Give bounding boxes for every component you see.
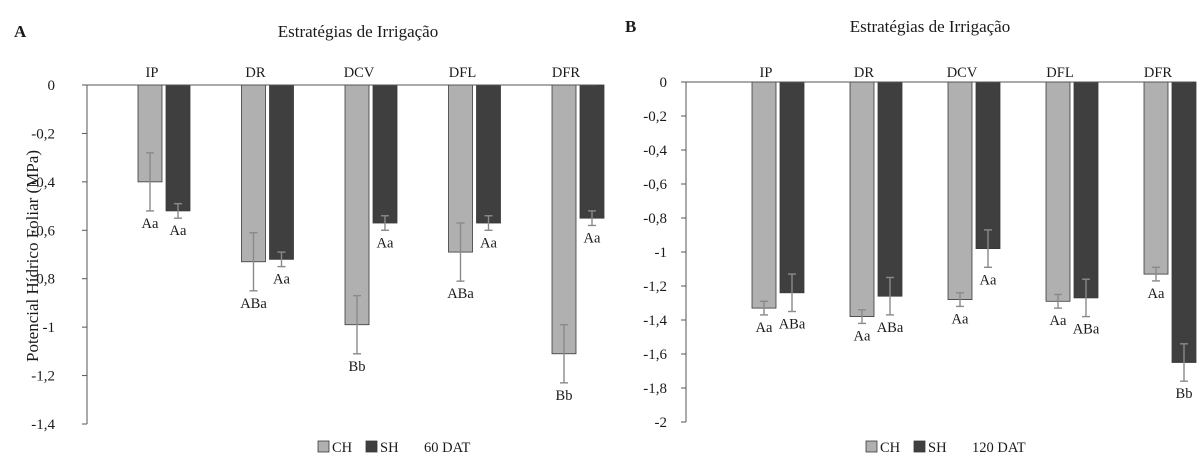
- panel-a-significance-label: Aa: [273, 272, 290, 288]
- panel-a-significance-label: Bb: [349, 359, 366, 375]
- panel-b-significance-label: Aa: [854, 328, 871, 344]
- panel-b-ytick-label: -1,2: [643, 279, 667, 295]
- panel-b-ytick-label: -0,6: [643, 177, 667, 193]
- panel-a-significance-label: Bb: [556, 388, 573, 404]
- panel-a-category-label: DFL: [449, 65, 476, 81]
- panel-b-bar-ch: [751, 81, 777, 309]
- panel-b-bar-ch: [947, 81, 973, 301]
- panel-b-label: B: [625, 17, 636, 36]
- panel-a-significance-label: Aa: [377, 235, 394, 251]
- panel-a-category-label: DCV: [344, 65, 375, 81]
- panel-a-bar-ch: [551, 84, 577, 355]
- panel-b-ytick-label: -1,4: [643, 313, 667, 329]
- panel-b-bar-sh: [975, 81, 1001, 250]
- panel-b-category-label: IP: [760, 65, 773, 81]
- panel-b-legend-label-sh: SH: [928, 440, 947, 456]
- panel-b-significance-label: Aa: [980, 272, 997, 288]
- panel-b-ytick-label: -0,2: [643, 109, 667, 125]
- panel-b-significance-label: ABa: [779, 317, 806, 333]
- panel-a-significance-label: ABa: [447, 286, 474, 302]
- panel-b-bar-ch: [1045, 81, 1071, 302]
- panel-b-ytick-label: -1,8: [643, 381, 667, 397]
- panel-a-ytick-label: -1,2: [31, 369, 55, 385]
- panel-b-legend-swatch-sh: [913, 440, 926, 453]
- panel-b-category-label: DFL: [1046, 65, 1073, 81]
- panel-b-bar-sh: [877, 81, 903, 297]
- panel-b-category-label: DFR: [1144, 65, 1173, 81]
- panel-a-legend-swatch-sh: [365, 440, 378, 453]
- panel-b-significance-label: Aa: [952, 311, 969, 327]
- panel-a-category-label: DFR: [552, 65, 581, 81]
- panel-a-bar-sh: [476, 84, 501, 224]
- panel-b-bar-ch: [849, 81, 875, 318]
- panel-a-category-label: IP: [146, 65, 159, 81]
- panel-a-category-label: DR: [245, 65, 265, 81]
- panel-b-significance-label: Aa: [756, 320, 773, 336]
- panel-a-ytick-label: -0,6: [31, 223, 55, 239]
- panel-a-ytick-label: -0,8: [31, 272, 55, 288]
- panel-a-legend-label-ch: CH: [332, 440, 353, 456]
- panel-a-significance-label: Aa: [142, 216, 159, 232]
- panel-b-significance-label: Aa: [1050, 313, 1067, 329]
- panel-b-title: Estratégias de Irrigação: [850, 17, 1010, 36]
- panel-a-significance-label: Aa: [480, 235, 497, 251]
- panel-a-legend-swatch-ch: [317, 440, 330, 453]
- panel-b-category-label: DR: [854, 65, 874, 81]
- panel-b-legend-label-ch: CH: [880, 440, 901, 456]
- panel-b-legend-note: 120 DAT: [972, 440, 1026, 456]
- panel-a-significance-label: ABa: [240, 296, 267, 312]
- panel-a-ytick-label: -0,4: [31, 175, 55, 191]
- panel-a-bar-sh: [165, 84, 191, 212]
- panel-b-significance-label: Bb: [1176, 386, 1193, 402]
- panel-a-ytick-label: -1,4: [31, 417, 55, 433]
- panel-a-legend-note: 60 DAT: [424, 440, 470, 456]
- panel-b-bar-ch: [1143, 81, 1169, 275]
- panel-a-significance-label: Aa: [584, 230, 601, 246]
- panel-a-bar-sh: [372, 84, 398, 224]
- panel-b-ytick-label: -1,6: [643, 347, 667, 363]
- panel-b-significance-label: ABa: [1073, 322, 1100, 338]
- panel-b-category-label: DCV: [947, 65, 978, 81]
- panel-b-ytick-label: -2: [655, 415, 668, 431]
- panel-b-legend-swatch-ch: [865, 440, 878, 453]
- panel-a-bar-sh: [269, 84, 294, 260]
- panel-a-title: Estratégias de Irrigação: [278, 22, 438, 41]
- panel-b-ytick-label: 0: [660, 75, 668, 91]
- panel-b-bar-sh: [779, 81, 805, 294]
- panel-b-bar-sh: [1171, 81, 1197, 363]
- panel-a-legend-label-sh: SH: [380, 440, 399, 456]
- panel-b-significance-label: ABa: [877, 320, 904, 336]
- panel-a-significance-label: Aa: [170, 223, 187, 239]
- panel-a-bar-sh: [579, 84, 605, 219]
- panel-b-significance-label: Aa: [1148, 286, 1165, 302]
- panel-a-ytick-label: 0: [48, 78, 56, 94]
- panel-a-ytick-label: -0,2: [31, 126, 55, 142]
- panel-b-bar-sh: [1073, 81, 1099, 299]
- panel-a-bar-ch: [344, 84, 370, 326]
- panel-a-label: A: [14, 22, 27, 41]
- panel-b-ytick-label: -1: [655, 245, 668, 261]
- panel-b-ytick-label: -0,8: [643, 211, 667, 227]
- panel-a-ytick-label: -1: [43, 320, 56, 336]
- panel-a-ylabel: Potencial Hídrico Foliar (MPa): [23, 150, 42, 362]
- panel-b-ytick-label: -0,4: [643, 143, 667, 159]
